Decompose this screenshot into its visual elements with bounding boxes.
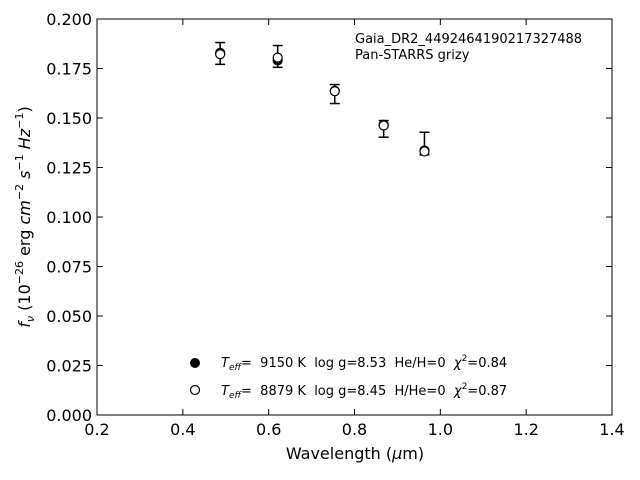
- y-tick-label: 0.075: [46, 258, 92, 277]
- x-tick-label: 1.2: [513, 420, 538, 439]
- legend-item-2: Teff= 8879 K log g=8.45 H/He=0 χ2=0.87: [221, 382, 507, 401]
- y-tick-label: 0.025: [46, 357, 92, 376]
- y-tick-label: 0.150: [46, 109, 92, 128]
- y-tick-label: 0.200: [46, 10, 92, 29]
- x-tick-label: 0.6: [256, 420, 281, 439]
- x-tick-label: 0.2: [84, 420, 109, 439]
- y-tick-label: 0.125: [46, 159, 92, 178]
- model-point-open: [419, 146, 430, 157]
- data-points: [215, 47, 430, 157]
- annotation-line-1: Gaia_DR2_4492464190217327488: [355, 32, 582, 47]
- y-tick-label: 0.175: [46, 60, 92, 79]
- x-axis-label: Wavelength (μm): [286, 444, 424, 463]
- x-tick-label: 0.4: [170, 420, 195, 439]
- model-point-open: [272, 52, 283, 63]
- legend-item-1: Teff= 9150 K log g=8.53 He/H=0 χ2=0.84: [221, 354, 507, 373]
- x-tick-label: 1.4: [599, 420, 624, 439]
- model-point-open: [378, 120, 389, 131]
- x-ticks: 0.2 0.4 0.6 0.8 1.0 1.2 1.4: [84, 19, 625, 439]
- y-tick-label: 0.050: [46, 307, 92, 326]
- legend-marker-open: [189, 384, 201, 396]
- annotation-line-2: Pan-STARRS grizy: [355, 48, 470, 63]
- y-tick-label: 0.100: [46, 208, 92, 227]
- y-ticks: 0.000 0.025 0.050 0.075 0.100 0.125 0.150 0.175…: [46, 10, 612, 425]
- x-tick-label: 1.0: [428, 420, 453, 439]
- y-axis-label: fν (10−26 erg cm−2 s−1 Hz−1): [13, 106, 37, 327]
- x-tick-label: 0.8: [342, 420, 367, 439]
- model-point-open: [215, 49, 226, 60]
- legend-marker-filled: [190, 358, 200, 368]
- model-point-open: [329, 86, 340, 97]
- legend: Teff= 9150 K log g=8.53 He/H=0 χ2=0.84 T…: [189, 354, 507, 401]
- y-tick-label: 0.000: [46, 406, 92, 425]
